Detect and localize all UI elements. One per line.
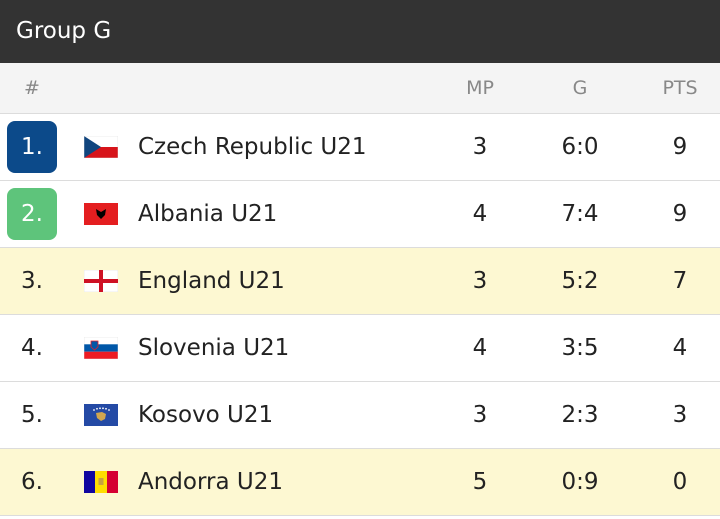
team: Kosovo U21 bbox=[138, 402, 274, 428]
pts: 7 bbox=[672, 268, 688, 294]
col-rank: # bbox=[24, 77, 40, 99]
row: 1. Czech Republic U21 3 6:0 9 bbox=[0, 114, 720, 181]
team: Albania U21 bbox=[138, 201, 278, 227]
group-title: Group G bbox=[0, 0, 720, 63]
pts: 4 bbox=[672, 335, 688, 361]
goals: 7:4 bbox=[561, 201, 599, 227]
mp: 3 bbox=[472, 268, 488, 294]
flag bbox=[84, 471, 118, 493]
col-mp: MP bbox=[466, 77, 494, 99]
pts: 9 bbox=[672, 201, 688, 227]
pts: 3 bbox=[672, 402, 688, 428]
flag bbox=[84, 404, 118, 426]
flag bbox=[84, 136, 118, 158]
mp: 3 bbox=[472, 402, 488, 428]
mp: 4 bbox=[472, 201, 488, 227]
goals: 3:5 bbox=[561, 335, 599, 361]
row: 5. Kosovo U21 3 2:3 3 bbox=[0, 382, 720, 449]
team: England U21 bbox=[138, 268, 285, 294]
team: Slovenia U21 bbox=[138, 335, 290, 361]
standings: 1. Czech Republic U21 3 6:0 9 2. Albania… bbox=[0, 114, 720, 516]
rank: 1. bbox=[7, 121, 57, 173]
col-pts: PTS bbox=[662, 77, 698, 99]
row: 4. Slovenia U21 4 3:5 4 bbox=[0, 315, 720, 382]
goals: 0:9 bbox=[561, 469, 599, 495]
goals: 6:0 bbox=[561, 134, 599, 160]
pts: 9 bbox=[672, 134, 688, 160]
row: 2. Albania U21 4 7:4 9 bbox=[0, 181, 720, 248]
team: Andorra U21 bbox=[138, 469, 283, 495]
row: 3. England U21 3 5:2 7 bbox=[0, 248, 720, 315]
rank: 3. bbox=[21, 268, 43, 294]
col-g: G bbox=[572, 77, 588, 99]
mp: 5 bbox=[472, 469, 488, 495]
pts: 0 bbox=[672, 469, 688, 495]
column-header: # MP G PTS bbox=[0, 63, 720, 114]
rank: 5. bbox=[21, 402, 43, 428]
flag bbox=[84, 203, 118, 225]
mp: 3 bbox=[472, 134, 488, 160]
flag bbox=[84, 337, 118, 359]
rank: 2. bbox=[7, 188, 57, 240]
rank: 4. bbox=[21, 335, 43, 361]
rank: 6. bbox=[21, 469, 43, 495]
row: 6. Andorra U21 5 0:9 0 bbox=[0, 449, 720, 516]
mp: 4 bbox=[472, 335, 488, 361]
flag bbox=[84, 270, 118, 292]
team: Czech Republic U21 bbox=[138, 134, 367, 160]
goals: 2:3 bbox=[561, 402, 599, 428]
goals: 5:2 bbox=[561, 268, 599, 294]
